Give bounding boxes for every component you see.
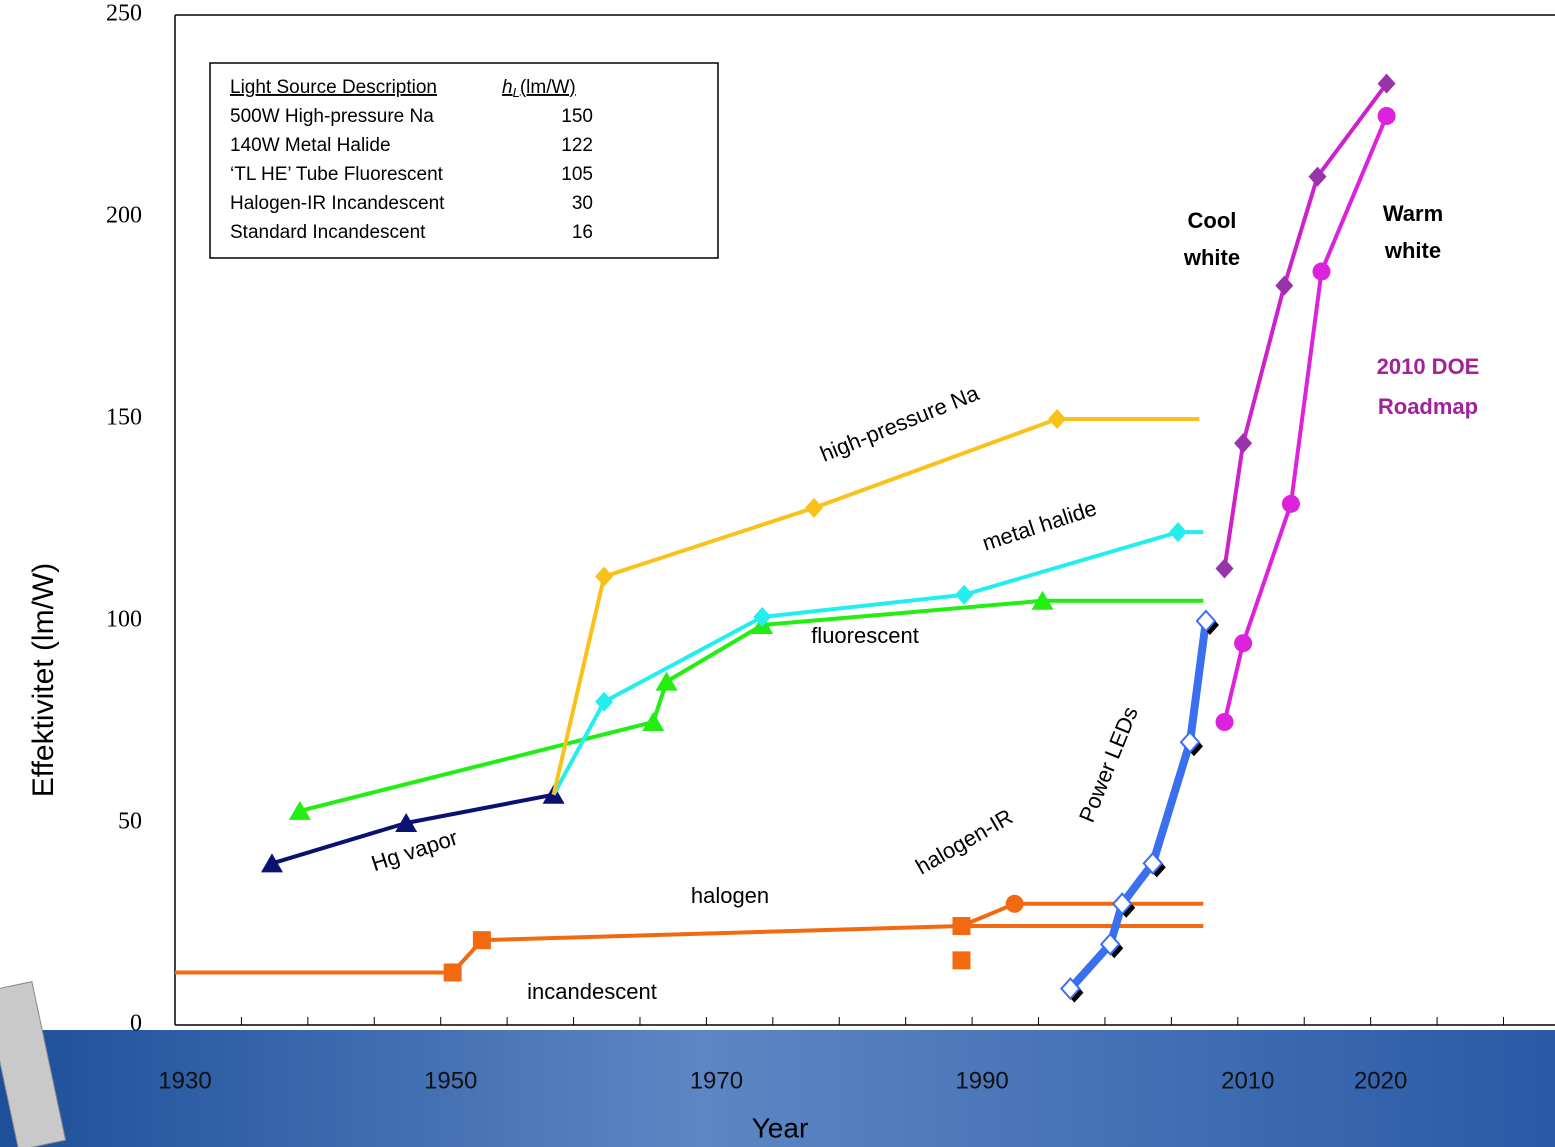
table-cell: Standard Incandescent (230, 222, 426, 243)
legend-table: Light Source Description hL(lm/W) (209, 62, 719, 259)
marker (472, 931, 491, 950)
table-unit: (lm/W) (520, 77, 576, 98)
table-header: hL(lm/W) (502, 77, 576, 100)
y-tick-label: 150 (106, 405, 142, 431)
marker (1111, 892, 1136, 918)
footer-band (0, 1030, 1555, 1147)
marker-face (1099, 932, 1121, 956)
y-tick-label: 100 (106, 607, 142, 633)
marker (1215, 713, 1234, 731)
x-tick-label: 1970 (690, 1067, 743, 1094)
marker (1234, 634, 1253, 653)
marker (1377, 73, 1396, 94)
x-axis-title: Year (752, 1112, 809, 1143)
marker (595, 566, 614, 587)
marker (1169, 522, 1188, 543)
marker (1005, 894, 1024, 913)
annotation: white (1183, 245, 1240, 270)
table-cell: 140W Metal Halide (230, 135, 391, 156)
table-cell: 122 (561, 135, 593, 156)
annotation: 2010 DOE (1377, 354, 1480, 379)
marker (952, 951, 971, 970)
marker (595, 691, 614, 712)
marker (955, 584, 974, 605)
table-cell: Halogen-IR Incandescent (230, 193, 445, 214)
marker (655, 671, 678, 691)
y-tick-label: 250 (106, 1, 142, 27)
marker (443, 963, 462, 982)
marker (1377, 107, 1396, 125)
annotation: incandescent (527, 979, 657, 1004)
y-tick-label: 200 (106, 203, 142, 229)
y-axis-title: Effektivitet (lm/W) (27, 563, 60, 797)
series-line (299, 598, 1204, 813)
table-cell: 150 (561, 106, 593, 127)
marker (1234, 433, 1253, 454)
marker (753, 606, 772, 627)
annotation: Roadmap (1378, 394, 1478, 419)
marker-face (1179, 730, 1201, 754)
table-symbol: h (502, 77, 513, 98)
marker (1308, 166, 1327, 187)
marker-face (1142, 851, 1164, 875)
annotation: metal halide (979, 495, 1100, 555)
y-tick-label: 50 (118, 809, 142, 835)
marker (1215, 558, 1234, 579)
marker (288, 800, 311, 820)
table-cell: 500W High-pressure Na (230, 106, 434, 127)
annotation: Power LEDs (1074, 703, 1143, 826)
x-tick-label: 2020 (1354, 1067, 1407, 1094)
marker (805, 497, 824, 518)
marker (1060, 977, 1084, 1003)
table-cell: 105 (561, 164, 593, 185)
table-box (209, 62, 719, 259)
y-tick-label: 0 (130, 1011, 142, 1037)
marker-face (1060, 977, 1081, 1001)
series-line (960, 901, 1204, 928)
marker-face (1195, 609, 1217, 633)
series-line (1067, 620, 1210, 992)
x-tick-label: 1990 (955, 1067, 1008, 1094)
marker (1275, 275, 1294, 296)
annotation: Cool (1188, 208, 1237, 233)
table-cell: ‘TL HE’ Tube Fluorescent (230, 164, 444, 185)
table-header: Light Source Description (230, 77, 437, 98)
marker (395, 813, 418, 832)
marker (1281, 494, 1300, 513)
table-cell: 16 (572, 222, 593, 243)
table-subscript: L (513, 85, 520, 100)
marker (1031, 590, 1054, 610)
marker (1048, 409, 1067, 429)
marker (1099, 932, 1124, 959)
marker (260, 853, 283, 873)
marker (1179, 730, 1203, 757)
x-tick-label: 2010 (1221, 1067, 1274, 1094)
marker (1312, 262, 1331, 281)
series-line (175, 924, 1204, 975)
marker (1195, 609, 1219, 635)
annotation: fluorescent (811, 623, 919, 648)
marker (642, 712, 665, 731)
marker (1142, 851, 1166, 878)
annotation: halogen (691, 883, 769, 908)
annotation: Warm (1383, 201, 1443, 226)
annotation: white (1384, 238, 1441, 263)
series-line (551, 417, 1200, 796)
table-cell: 30 (572, 193, 593, 214)
series-line (1222, 82, 1389, 569)
logo (0, 981, 67, 1147)
marker-face (1111, 892, 1133, 916)
annotation: Hg vapor (368, 825, 461, 876)
annotation: halogen-IR (911, 804, 1017, 879)
x-tick-label: 1950 (424, 1067, 477, 1094)
x-tick-label: 1930 (158, 1067, 211, 1094)
